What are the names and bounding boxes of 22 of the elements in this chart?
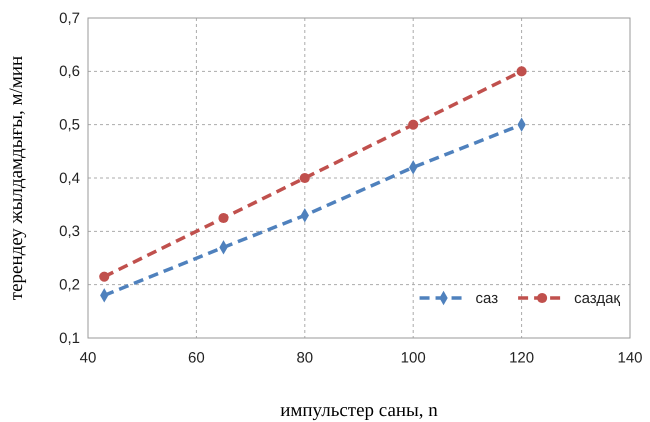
x-tick-label: 40 (80, 350, 96, 367)
point (218, 212, 229, 224)
y-tick-label: 0,2 (59, 276, 80, 294)
x-tick-label: 80 (296, 350, 314, 367)
x-tick-label: 140 (617, 350, 643, 367)
point (300, 172, 310, 184)
y-tick-label: 0,7 (59, 10, 80, 27)
y-tick-label: 0,3 (59, 223, 80, 240)
y-tick-label: 0,1 (59, 330, 80, 347)
point (99, 272, 110, 282)
legend-label: саз (476, 290, 498, 307)
x-tick-label: 120 (509, 350, 534, 367)
y-axis-title: терендеу жылдамдығы, м/мин (6, 56, 27, 300)
point (516, 66, 527, 76)
legend-label: саздақ (574, 290, 620, 307)
y-tick-label: 0,4 (59, 170, 80, 187)
y-tick-label: 0,5 (59, 116, 80, 134)
x-tick-label: 100 (400, 350, 426, 367)
x-tick-label: 60 (188, 350, 205, 367)
x-axis-title: импульстер саны, n (280, 400, 438, 421)
y-tick-label: 0,6 (59, 63, 80, 80)
point (408, 120, 418, 130)
